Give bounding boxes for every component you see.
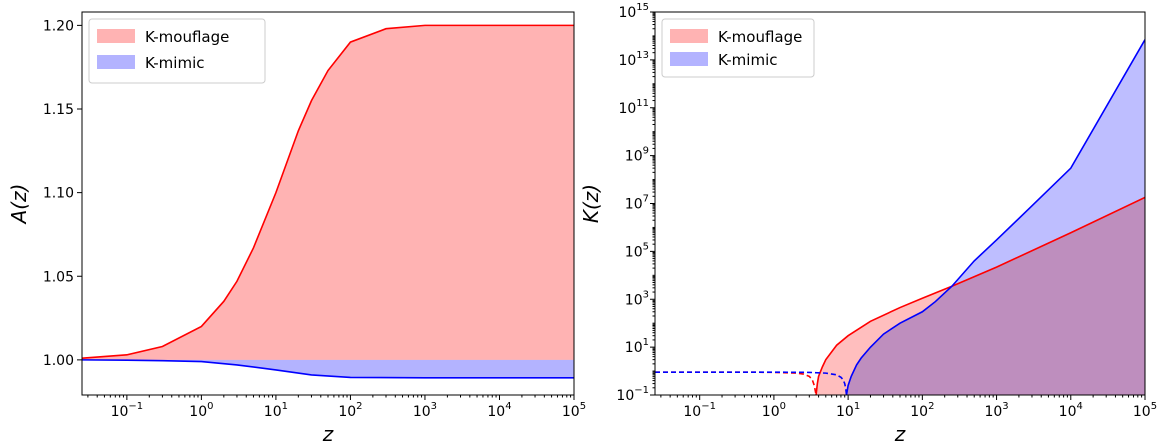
y-tick-label: 109 xyxy=(625,146,649,165)
x-tick-label: 10−1 xyxy=(683,401,716,420)
legend-swatch xyxy=(97,55,135,69)
chart-a-of-z: 10−1 100 101 102 103 104 105 1.00 1.05 1.10 1.15 1.… xyxy=(7,11,586,443)
y-tick-label: 1.05 xyxy=(43,269,74,285)
y-tick-label: 1.10 xyxy=(43,186,74,202)
x-tick-label: 101 xyxy=(836,401,860,420)
x-axis-label: z xyxy=(322,422,334,443)
x-tick-label: 100 xyxy=(189,401,213,420)
x-tick-label: 103 xyxy=(984,401,1008,420)
x-tick-label: 103 xyxy=(413,401,437,420)
legend-label: K-mouflage xyxy=(718,28,802,46)
y-axis-label: A(z) xyxy=(7,184,31,226)
line-k-mouflage xyxy=(815,196,1145,395)
line-k-mouflage xyxy=(82,24,574,360)
y-tick-label: 1011 xyxy=(618,98,649,117)
x-axis-label: z xyxy=(894,422,906,443)
x-tick-label: 104 xyxy=(487,401,511,420)
legend-swatch xyxy=(97,29,135,43)
legend-label: K-mimic xyxy=(718,51,777,69)
y-tick-label: 1013 xyxy=(618,50,649,69)
line-k-mimic xyxy=(82,359,574,379)
legend-swatch xyxy=(670,52,708,66)
area-k-mouflage xyxy=(82,25,574,360)
legend: K-mouflage K-mimic xyxy=(88,18,266,84)
plot-area xyxy=(82,24,574,379)
chart-k-of-z: 10−1 100 101 102 103 104 105 10−1 101 103 105 107 10… xyxy=(579,2,1157,443)
area-k-mimic xyxy=(82,359,574,378)
x-tick-label: 105 xyxy=(1133,401,1157,420)
x-tick-label: 104 xyxy=(1059,401,1083,420)
x-tick-label: 102 xyxy=(338,401,362,420)
plot-area xyxy=(655,39,1145,395)
y-tick-label: 107 xyxy=(625,194,649,213)
y-tick-label: 1015 xyxy=(618,2,649,21)
line-k-mimic xyxy=(845,39,1145,395)
x-tick-label: 102 xyxy=(910,401,934,420)
area-k-mimic xyxy=(846,39,1145,395)
legend-label: K-mouflage xyxy=(145,28,229,46)
legend-swatch xyxy=(670,29,708,43)
y-tick-label: 105 xyxy=(625,241,649,260)
y-tick-label: 10−1 xyxy=(616,385,649,404)
y-tick-label: 1.20 xyxy=(43,18,74,34)
y-tick-label: 103 xyxy=(625,289,649,308)
legend: K-mouflage K-mimic xyxy=(661,18,815,78)
x-tick-label: 10−1 xyxy=(111,401,144,420)
y-tick-label: 1.00 xyxy=(43,353,74,369)
x-tick-label: 105 xyxy=(562,401,586,420)
legend-label: K-mimic xyxy=(145,54,204,72)
y-axis-label: K(z) xyxy=(579,184,603,223)
y-tick-label: 1.15 xyxy=(43,102,74,118)
y-tick-label: 101 xyxy=(625,337,649,356)
line-k-mouflage-dashed xyxy=(655,371,817,395)
x-tick-label: 100 xyxy=(762,401,786,420)
line-k-mimic-dashed xyxy=(655,371,848,395)
x-tick-label: 101 xyxy=(264,401,288,420)
